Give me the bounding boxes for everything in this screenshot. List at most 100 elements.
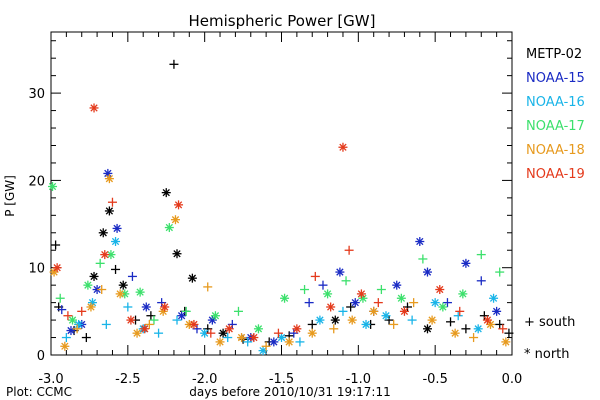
x-tick-label: -0.5 bbox=[422, 372, 447, 387]
data-point-asterisk bbox=[489, 293, 499, 303]
data-point-asterisk bbox=[68, 315, 78, 325]
y-tick-label: 20 bbox=[28, 174, 45, 189]
chart-title: Hemispheric Power [GW] bbox=[189, 12, 376, 30]
data-point-asterisk bbox=[104, 174, 114, 184]
data-point-plus bbox=[476, 276, 486, 286]
data-point-asterisk bbox=[396, 293, 406, 303]
data-point-asterisk bbox=[103, 168, 113, 178]
data-point-plus bbox=[63, 311, 73, 321]
data-point-asterisk bbox=[335, 267, 345, 277]
data-point-asterisk bbox=[48, 182, 58, 192]
data-point-asterisk bbox=[207, 315, 217, 325]
data-point-plus bbox=[81, 333, 91, 343]
data-point-plus bbox=[101, 319, 111, 329]
data-point-plus bbox=[373, 298, 383, 308]
y-tick-label: 0 bbox=[37, 349, 45, 364]
data-point-asterisk bbox=[501, 337, 511, 347]
marker-key-entry: + south bbox=[524, 315, 575, 330]
data-point-asterisk bbox=[350, 298, 360, 308]
data-point-plus bbox=[307, 319, 317, 329]
data-points bbox=[48, 59, 514, 356]
legend-entry: METP-02 bbox=[526, 47, 582, 62]
data-point-asterisk bbox=[284, 337, 294, 347]
data-point-plus bbox=[261, 341, 271, 351]
legend-entry: NOAA-19 bbox=[526, 167, 585, 182]
data-point-asterisk bbox=[187, 273, 197, 283]
data-point-plus bbox=[446, 317, 456, 327]
data-point-plus bbox=[418, 254, 428, 264]
data-point-asterisk bbox=[315, 315, 325, 325]
data-point-asterisk bbox=[141, 302, 151, 312]
series-noaa-17 bbox=[48, 182, 505, 334]
data-point-plus bbox=[107, 197, 117, 207]
data-point-plus bbox=[295, 337, 305, 347]
data-point-asterisk bbox=[218, 328, 228, 338]
data-point-plus bbox=[455, 306, 465, 316]
data-point-asterisk bbox=[224, 324, 234, 334]
legend-entry: NOAA-15 bbox=[526, 71, 585, 86]
data-point-asterisk bbox=[461, 258, 471, 268]
data-point-plus bbox=[233, 306, 243, 316]
data-point-asterisk bbox=[189, 319, 199, 329]
marker-key: + south * north bbox=[524, 315, 575, 362]
x-tick-label: -1.0 bbox=[346, 372, 371, 387]
data-point-asterisk bbox=[269, 337, 279, 347]
data-point-asterisk bbox=[326, 302, 336, 312]
data-point-asterisk bbox=[292, 324, 302, 334]
data-point-plus bbox=[329, 324, 339, 334]
data-point-plus bbox=[498, 324, 508, 334]
data-point-plus bbox=[407, 315, 417, 325]
data-point-plus bbox=[172, 315, 182, 325]
data-point-asterisk bbox=[237, 333, 247, 343]
data-point-asterisk bbox=[458, 289, 468, 299]
data-point-plus bbox=[310, 271, 320, 281]
data-point-asterisk bbox=[60, 341, 70, 351]
legend-entry: NOAA-18 bbox=[526, 143, 585, 158]
data-point-plus bbox=[144, 319, 154, 329]
x-tick-label: -3.0 bbox=[38, 372, 63, 387]
data-point-asterisk bbox=[161, 188, 171, 198]
data-point-plus bbox=[504, 328, 514, 338]
data-point-asterisk bbox=[430, 298, 440, 308]
data-point-plus bbox=[97, 285, 107, 295]
data-point-asterisk bbox=[210, 311, 220, 321]
data-point-asterisk bbox=[177, 311, 187, 321]
data-point-asterisk bbox=[323, 289, 333, 299]
series-noaa-18 bbox=[49, 174, 511, 351]
legend: METP-02 NOAA-15 NOAA-16 NOAA-17 NOAA-18 NOAA-… bbox=[526, 47, 585, 182]
data-point-asterisk bbox=[473, 324, 483, 334]
data-point-plus bbox=[318, 280, 328, 290]
data-point-plus bbox=[469, 333, 479, 343]
data-point-asterisk bbox=[249, 333, 259, 343]
axis-ticks: -3.0 -2.5 -2.0 -1.5 -1.0 -0.5 0.0 0 10 20 30 bbox=[28, 32, 522, 387]
data-point-plus bbox=[203, 282, 213, 292]
data-point-plus bbox=[273, 328, 283, 338]
data-point-asterisk bbox=[307, 328, 317, 338]
data-point-plus bbox=[123, 302, 133, 312]
data-point-asterisk bbox=[280, 293, 290, 303]
data-point-asterisk bbox=[347, 315, 357, 325]
data-point-asterisk bbox=[415, 237, 425, 247]
data-point-plus bbox=[453, 311, 463, 321]
x-tick-label: -2.0 bbox=[192, 372, 217, 387]
data-point-plus bbox=[51, 240, 61, 250]
data-point-asterisk bbox=[83, 280, 93, 290]
series-noaa-16 bbox=[61, 237, 499, 356]
data-point-plus bbox=[476, 250, 486, 260]
data-point-asterisk bbox=[160, 302, 170, 312]
data-point-asterisk bbox=[104, 206, 114, 216]
data-point-asterisk bbox=[200, 328, 210, 338]
data-point-asterisk bbox=[422, 267, 432, 277]
data-point-plus bbox=[57, 305, 67, 315]
data-point-asterisk bbox=[100, 250, 110, 260]
data-point-asterisk bbox=[115, 289, 125, 299]
data-point-plus bbox=[243, 337, 253, 347]
data-point-asterisk bbox=[381, 311, 391, 321]
y-axis-label: P [GW] bbox=[3, 175, 17, 217]
data-point-asterisk bbox=[369, 306, 379, 316]
data-point-plus bbox=[389, 319, 399, 329]
x-axis-label: days before 2010/10/31 19:17:11 bbox=[189, 385, 390, 399]
data-point-asterisk bbox=[253, 324, 263, 334]
data-point-asterisk bbox=[330, 315, 340, 325]
data-point-asterisk bbox=[356, 289, 366, 299]
